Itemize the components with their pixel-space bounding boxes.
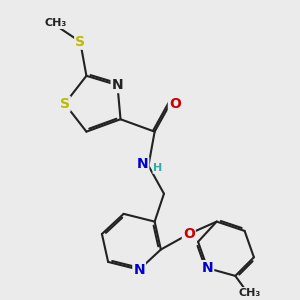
Text: N: N [133, 263, 145, 277]
Text: CH₃: CH₃ [44, 18, 67, 28]
Text: O: O [169, 97, 181, 111]
Text: N: N [112, 78, 123, 92]
Text: H: H [153, 163, 162, 173]
Text: S: S [75, 35, 85, 49]
Text: O: O [183, 227, 195, 241]
Text: N: N [137, 157, 149, 171]
Text: S: S [60, 97, 70, 111]
Text: CH₃: CH₃ [238, 288, 260, 298]
Text: N: N [202, 261, 213, 275]
